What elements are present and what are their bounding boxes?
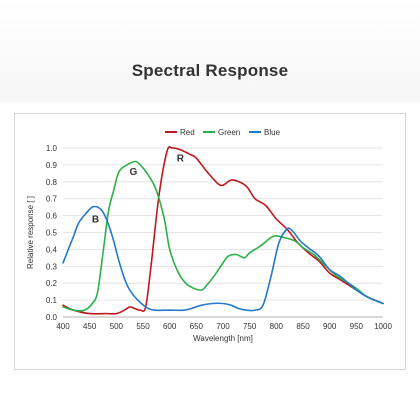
x-tick-label: 700: [216, 322, 230, 331]
legend-label-green: Green: [218, 128, 240, 137]
x-tick-label: 750: [243, 322, 257, 331]
series-tag-layer: R G B: [92, 154, 185, 226]
x-tick-label: 600: [163, 322, 177, 331]
x-tick-label: 500: [110, 322, 124, 331]
x-tick-label: 550: [136, 322, 150, 331]
y-tick-label: 0.5: [46, 229, 58, 238]
y-tick-label: 0.4: [46, 245, 58, 254]
footer-background: [0, 372, 420, 420]
y-tick-label: 0.1: [46, 296, 58, 305]
x-tick-label: 450: [83, 322, 97, 331]
x-tick-label: 800: [270, 322, 284, 331]
grid-layer: [63, 147, 383, 318]
y-tick-label: 0.0: [46, 313, 58, 322]
x-tick-label: 950: [350, 322, 364, 331]
y-axis-title: Relative response [ ]: [26, 196, 35, 269]
series-tag-blue: B: [92, 214, 99, 225]
x-tick-label: 850: [296, 322, 310, 331]
page-title: Spectral Response: [131, 61, 289, 80]
x-tick-label: 400: [56, 322, 70, 331]
y-tick-label: 0.9: [46, 161, 58, 170]
x-tick-label: 650: [190, 322, 204, 331]
legend: Red Green Blue: [165, 128, 281, 137]
spectral-response-chart: 0.0 0.1 0.2 0.3 0.4 0.5 0.6 0.7 0.8 0.9 1.0 400 450 5…: [26, 128, 393, 343]
header-background: [0, 0, 420, 102]
series-tag-green: G: [130, 167, 138, 178]
y-tick-label: 0.6: [46, 212, 58, 221]
series-tag-red: R: [177, 154, 185, 165]
y-tick-label: 1.0: [46, 144, 58, 153]
series-line-green: [62, 160, 384, 312]
legend-label-blue: Blue: [264, 128, 281, 137]
x-tick-label: 1000: [374, 322, 392, 331]
series-layer: [62, 146, 384, 315]
series-line-blue: [62, 205, 384, 312]
x-tick-label: 900: [323, 322, 337, 331]
legend-label-red: Red: [180, 128, 195, 137]
y-tick-label: 0.3: [46, 262, 58, 271]
series-line-red: [62, 146, 384, 315]
y-tick-label: 0.2: [46, 279, 58, 288]
y-tick-label: 0.7: [46, 195, 58, 204]
tick-layer: 0.0 0.1 0.2 0.3 0.4 0.5 0.6 0.7 0.8 0.9 1.0 400 450 5…: [46, 144, 393, 331]
x-axis-title: Wavelength [nm]: [193, 334, 253, 343]
y-tick-label: 0.8: [46, 178, 58, 187]
chart-card: 0.0 0.1 0.2 0.3 0.4 0.5 0.6 0.7 0.8 0.9 1.0 400 450 5…: [14, 113, 406, 370]
